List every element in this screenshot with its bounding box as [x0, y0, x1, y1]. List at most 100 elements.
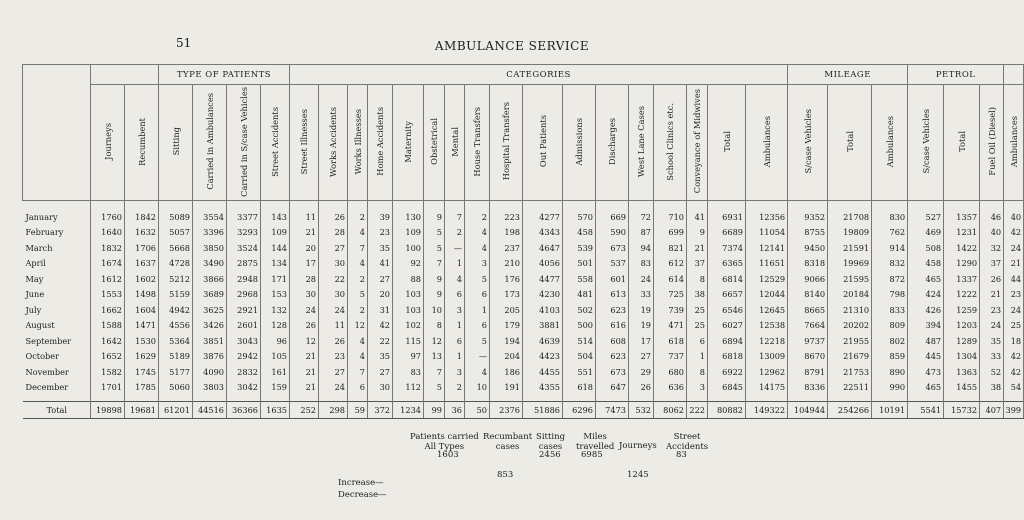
table-cell: 5177: [158, 364, 193, 380]
table-cell: 10: [423, 302, 445, 318]
table-cell: 29: [628, 364, 654, 380]
table-cell: 3293: [226, 224, 261, 240]
table-cell: 4090: [192, 364, 227, 380]
table-cell: 4942: [158, 302, 193, 318]
table-cell: 1455: [943, 379, 981, 402]
column-header: Out Patients: [522, 84, 563, 201]
table-cell: 28: [318, 224, 348, 240]
table-cell: 3850: [192, 240, 227, 256]
table-cell: 97: [392, 348, 424, 364]
table-cell: 1582: [90, 364, 125, 380]
table-cell: 7: [347, 364, 368, 380]
table-cell: 186: [489, 364, 523, 380]
column-header-label: S/case Vehicles: [920, 109, 931, 174]
table-cell: 737: [653, 348, 687, 364]
footer-header-recumbant: Recumbant cases: [483, 432, 533, 452]
table-cell: 647: [595, 379, 629, 402]
group-header: [1003, 64, 1024, 85]
row-label: May: [22, 271, 91, 287]
column-header-label: West Lane Cases: [636, 105, 646, 178]
table-cell: 20202: [827, 317, 873, 333]
table-cell: 223: [489, 200, 523, 225]
table-cell: 372: [367, 401, 393, 419]
table-cell: 3866: [192, 271, 227, 287]
table-cell: 26: [289, 317, 319, 333]
table-cell: 23: [318, 348, 348, 364]
table-cell: 6689: [707, 224, 746, 240]
column-header-label: Total: [844, 131, 855, 152]
table-cell: 1588: [90, 317, 125, 333]
column-header: Works Illnesses: [347, 84, 368, 201]
table-cell: 54: [1003, 379, 1024, 402]
table-cell: 12529: [744, 271, 789, 287]
table-row: December 1701 1785 5060 3803 3042 159 21 24 6 30 11…: [22, 379, 1024, 402]
table-cell: 4103: [522, 302, 563, 318]
table-cell: 399: [1003, 401, 1024, 419]
table-cell: 254266: [827, 401, 873, 419]
column-header-label: School Clinics etc.: [665, 102, 675, 181]
total-row: Total 19898 19681 61201 44516 36366 1635 252 298…: [22, 401, 1024, 419]
column-header-label: Ambulances: [761, 115, 772, 168]
table-cell: 407: [979, 401, 1005, 419]
table-cell: 19681: [124, 401, 159, 419]
column-header-label: Carried in S/case Vehicles: [238, 86, 249, 197]
table-cell: 8670: [787, 348, 829, 364]
table-row: August 1588 1471 4556 3426 2601 128 26 11 12 42 102…: [22, 317, 1024, 333]
table-cell: 1602: [124, 271, 159, 287]
table-cell: 128: [260, 317, 290, 333]
table-cell: 26: [318, 200, 348, 225]
column-header: West Lane Cases: [628, 84, 654, 201]
table-cell: 1337: [943, 271, 981, 287]
table-cell: 13: [423, 348, 445, 364]
table-cell: 12645: [744, 302, 789, 318]
table-cell: 9: [686, 224, 708, 240]
table-cell: 36366: [226, 401, 261, 419]
table-cell: 2832: [226, 364, 261, 380]
table-cell: 112: [392, 379, 424, 402]
table-cell: 27: [628, 348, 654, 364]
table-cell: 1530: [124, 333, 159, 349]
table-cell: 424: [907, 286, 945, 302]
table-cell: 9: [423, 286, 445, 302]
table-cell: 680: [653, 364, 687, 380]
table-cell: 465: [907, 271, 945, 287]
column-header: House Transfers: [464, 84, 490, 201]
table-cell: 3426: [192, 317, 227, 333]
table-cell: 173: [489, 286, 523, 302]
table-cell: 514: [562, 333, 596, 349]
table-cell: 179: [489, 317, 523, 333]
table-cell: 9352: [787, 200, 829, 225]
table-cell: 30: [367, 379, 393, 402]
table-cell: 8755: [787, 224, 829, 240]
table-cell: 42: [1003, 364, 1024, 380]
table-cell: 539: [562, 240, 596, 256]
column-header-label: Fuel Oil (Diesel): [986, 107, 997, 176]
table-cell: 1498: [124, 286, 159, 302]
table-cell: 102: [392, 317, 424, 333]
column-header-label: Ambulances: [1008, 115, 1019, 168]
table-cell: 24: [289, 302, 319, 318]
table-cell: 19969: [827, 255, 873, 271]
table-cell: 6: [464, 286, 490, 302]
table-cell: 613: [595, 286, 629, 302]
table-cell: 9: [423, 271, 445, 287]
table-cell: 5: [464, 271, 490, 287]
table-cell: 19: [628, 302, 654, 318]
table-cell: 24: [979, 317, 1005, 333]
table-cell: 508: [907, 240, 945, 256]
page-title: AMBULANCE SERVICE: [434, 39, 590, 53]
table-cell: —: [444, 240, 465, 256]
table-cell: 1629: [124, 348, 159, 364]
row-label: September: [22, 333, 91, 349]
table-cell: 144: [260, 240, 290, 256]
footer-increase-sitting: 2456: [539, 450, 561, 460]
table-cell: 8665: [787, 302, 829, 318]
table-cell: 4277: [522, 200, 563, 225]
table-cell: 537: [595, 255, 629, 271]
column-header: Works Accidents: [318, 84, 348, 201]
table-cell: 1640: [90, 224, 125, 240]
footer-increase-street: 83: [676, 450, 687, 460]
table-cell: 21595: [827, 271, 873, 287]
footer-decrease-label: Decrease—: [338, 490, 387, 500]
table-cell: 37: [686, 255, 708, 271]
